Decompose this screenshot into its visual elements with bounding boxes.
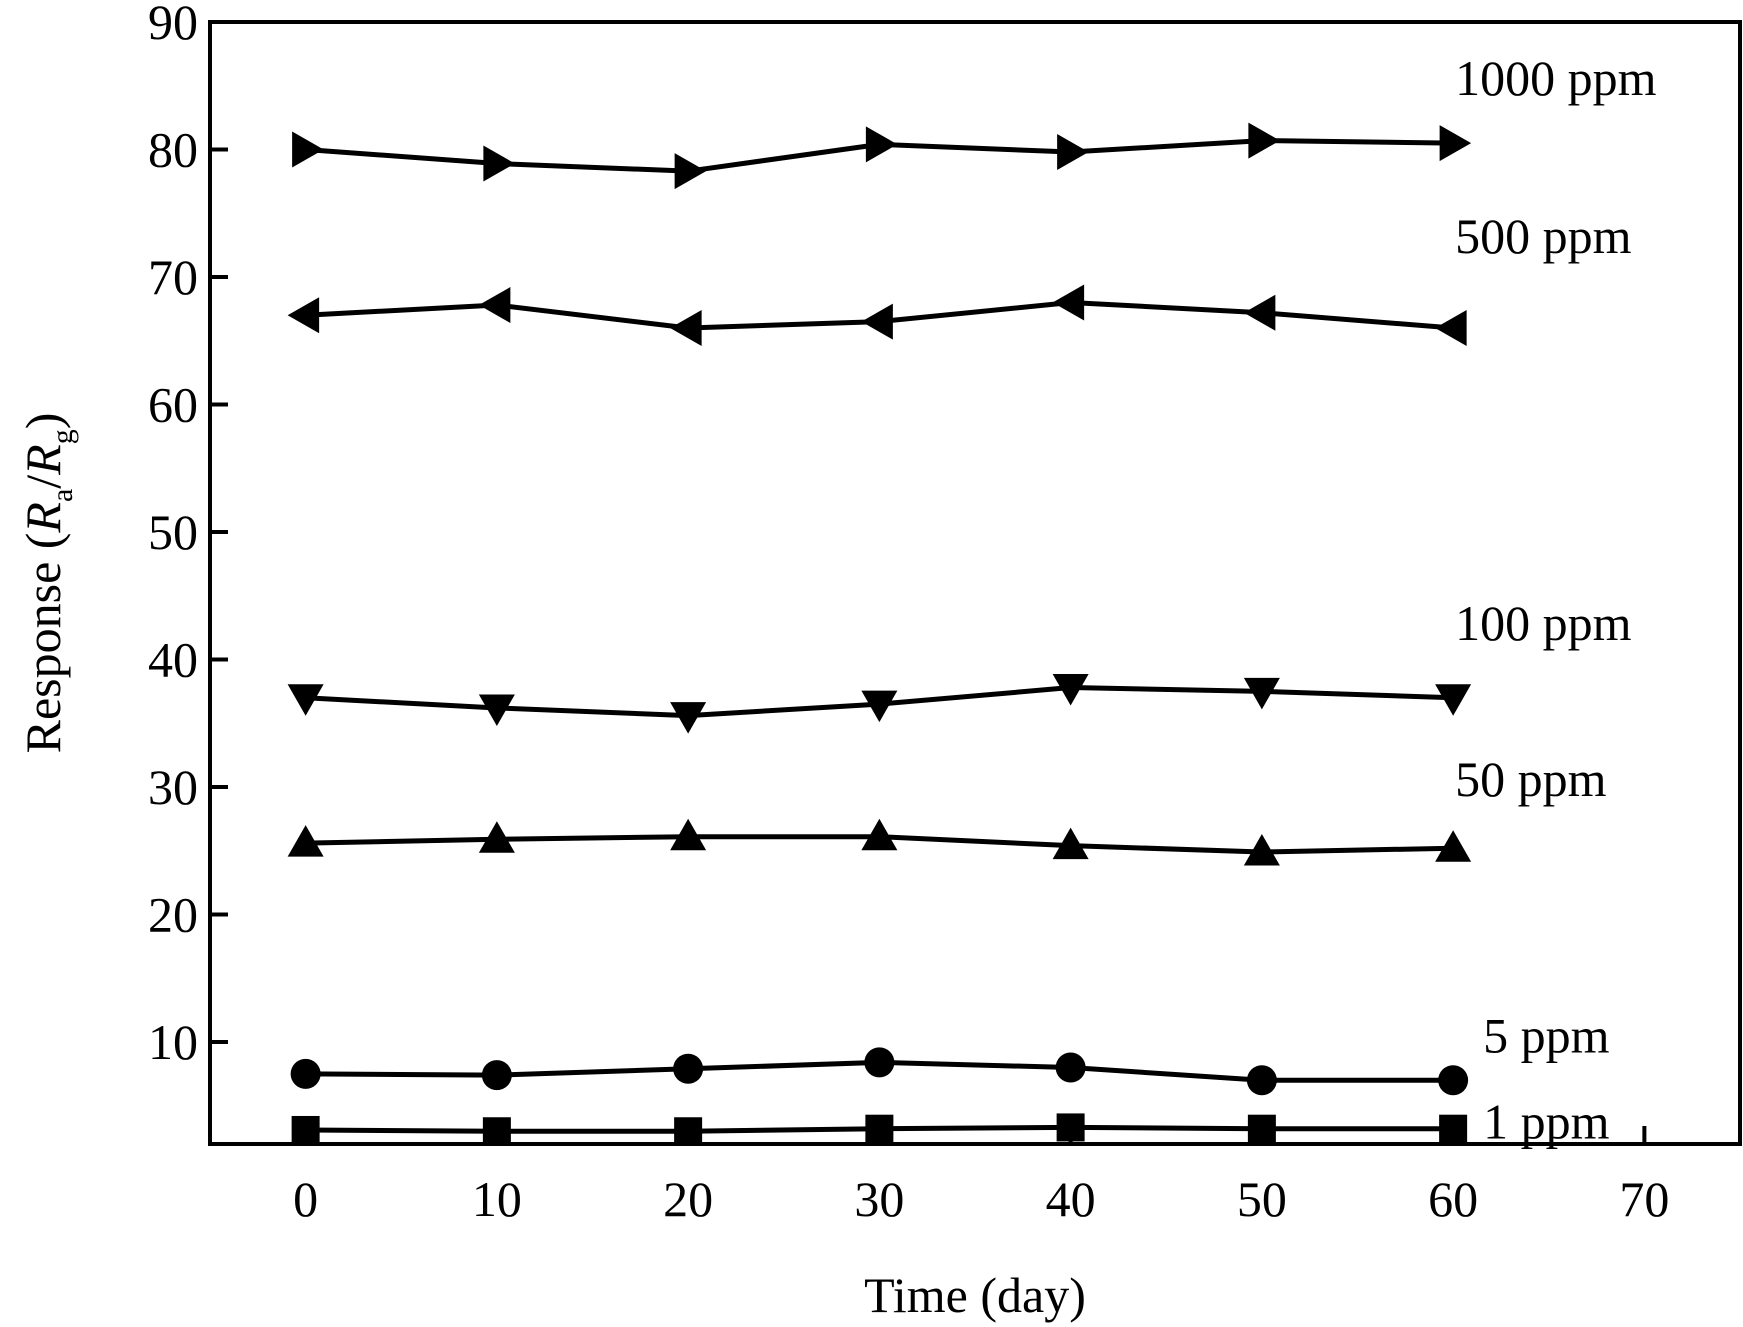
series-label: 5 ppm <box>1483 1007 1610 1063</box>
series-group: 5 ppm <box>290 1007 1610 1096</box>
x-tick-label: 10 <box>472 1171 522 1227</box>
series-layer: 1000 ppm 500 ppm 100 ppm 50 ppm 5 ppm 1 ppm <box>287 50 1657 1150</box>
series-group: 500 ppm <box>287 208 1632 346</box>
data-point <box>1439 125 1472 162</box>
y-tick-label: 80 <box>148 122 198 178</box>
series-group: 100 ppm <box>287 595 1632 734</box>
data-point <box>1435 310 1467 346</box>
data-point <box>287 825 324 857</box>
data-point <box>1057 134 1089 171</box>
x-axis-title: Time (day) <box>864 1267 1086 1323</box>
data-point <box>1055 1052 1086 1083</box>
x-tick-label: 20 <box>663 1171 713 1227</box>
y-tick-label: 50 <box>148 504 198 560</box>
data-point <box>1052 284 1085 321</box>
data-point <box>1435 684 1472 716</box>
data-point <box>478 821 515 853</box>
data-point <box>1243 294 1276 331</box>
data-point <box>670 818 707 851</box>
data-point <box>674 153 707 190</box>
series-group: 50 ppm <box>287 751 1607 866</box>
data-point <box>287 684 324 716</box>
series-label: 500 ppm <box>1455 208 1632 264</box>
data-point <box>861 303 893 340</box>
y-tick-label: 40 <box>148 632 198 688</box>
x-tick-label: 0 <box>293 1171 318 1227</box>
y-axis-title: Response (Ra/Rg) <box>15 413 79 754</box>
series-label: 100 ppm <box>1455 595 1632 651</box>
x-tick-label: 50 <box>1237 1171 1287 1227</box>
data-point <box>1439 1114 1468 1143</box>
series-label: 1000 ppm <box>1455 50 1657 106</box>
y-tick-label: 20 <box>148 887 198 943</box>
data-point <box>291 1115 320 1144</box>
data-point <box>864 1047 895 1078</box>
data-point <box>1052 674 1089 706</box>
y-tick-label: 10 <box>148 1014 198 1070</box>
data-point <box>1438 1065 1469 1096</box>
data-point <box>861 690 898 723</box>
data-point <box>292 131 324 168</box>
data-point <box>478 694 515 726</box>
data-point <box>861 818 898 851</box>
x-tick-label: 60 <box>1428 1171 1478 1227</box>
y-tick-label: 70 <box>148 249 198 305</box>
data-point <box>865 126 898 163</box>
data-point <box>482 1117 511 1146</box>
x-tick-label: 30 <box>854 1171 904 1227</box>
data-point <box>483 145 515 182</box>
y-tick-label: 90 <box>148 0 198 50</box>
data-point <box>1243 834 1280 866</box>
data-point <box>670 702 707 734</box>
x-tick-label: 40 <box>1046 1171 1096 1227</box>
data-point <box>670 310 702 346</box>
data-point <box>1248 122 1280 159</box>
series-label: 50 ppm <box>1455 751 1607 807</box>
data-point <box>478 287 511 324</box>
data-point <box>673 1053 704 1084</box>
data-point <box>1435 830 1472 862</box>
x-axis-ticks: 0 10 20 30 40 50 60 70 <box>293 1126 1669 1227</box>
data-point <box>287 297 320 334</box>
data-point <box>1056 1113 1085 1142</box>
data-point <box>290 1058 321 1089</box>
data-point <box>1247 1114 1276 1143</box>
series-group: 1000 ppm <box>292 50 1657 190</box>
y-tick-label: 60 <box>148 377 198 433</box>
plot-frame <box>208 20 1742 1146</box>
series-group: 1 ppm <box>291 1094 1610 1150</box>
data-point <box>674 1117 703 1146</box>
data-point <box>1243 677 1280 710</box>
data-point <box>1246 1065 1277 1096</box>
data-point <box>1052 827 1089 860</box>
series-label: 1 ppm <box>1483 1094 1610 1150</box>
data-point <box>481 1060 512 1091</box>
x-tick-label: 70 <box>1619 1171 1669 1227</box>
data-point <box>865 1114 894 1143</box>
y-tick-label: 30 <box>148 759 198 815</box>
y-axis-ticks: 10 20 30 40 50 60 70 80 90 <box>148 0 228 1070</box>
